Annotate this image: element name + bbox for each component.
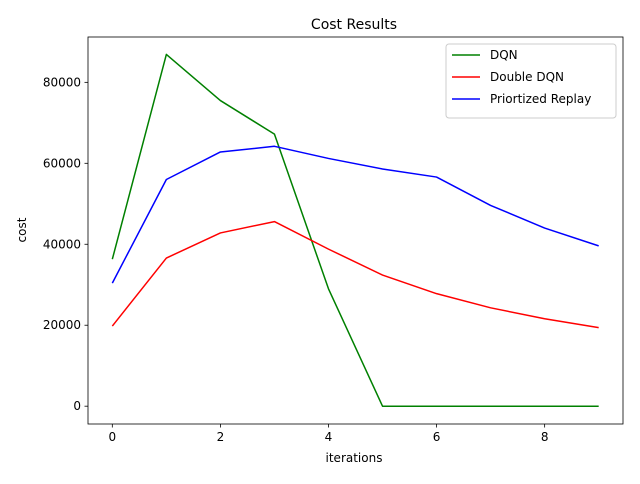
chart-title: Cost Results	[311, 17, 397, 33]
x-tick-label: 6	[433, 430, 441, 444]
y-tick-label: 0	[73, 399, 81, 413]
legend-label: DQN	[490, 48, 518, 62]
y-axis-ticks: 0 20000 40000 60000 80000	[43, 75, 88, 413]
series-line	[111, 220, 599, 329]
x-tick-label: 4	[325, 430, 333, 444]
series-line	[111, 145, 599, 284]
legend-box	[445, 43, 617, 119]
x-tick-label: 0	[108, 430, 116, 444]
series-line	[111, 53, 599, 407]
x-tick-label: 2	[217, 430, 225, 444]
y-tick-label: 40000	[43, 237, 81, 251]
x-axis-ticks: 0 2 4 6 8	[108, 424, 548, 444]
x-tick-label: 8	[541, 430, 549, 444]
x-axis-label: iterations	[326, 451, 383, 465]
axes-frame	[87, 36, 624, 425]
plot-area	[87, 36, 624, 425]
legend-label: Double DQN	[490, 70, 564, 84]
y-axis-label: cost	[15, 217, 29, 242]
y-tick-label: 20000	[43, 318, 81, 332]
y-tick-label: 80000	[43, 75, 81, 89]
legend: DQN Double DQN Priortized Replay	[445, 43, 617, 119]
legend-label: Priortized Replay	[490, 92, 591, 106]
y-tick-label: 60000	[43, 156, 81, 170]
